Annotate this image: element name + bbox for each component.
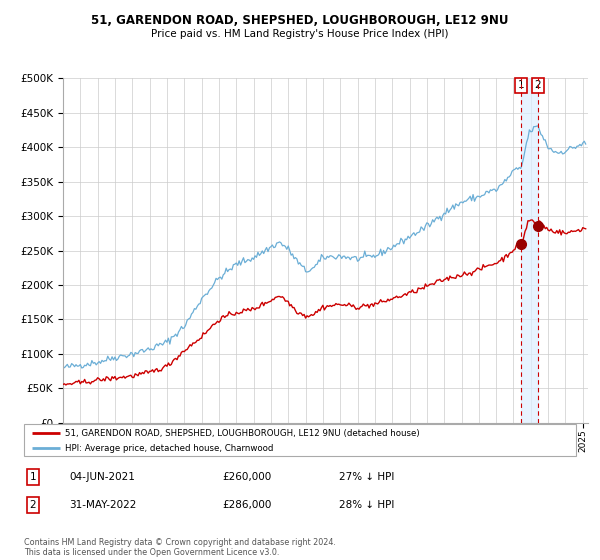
Text: 2: 2 <box>535 81 541 91</box>
Text: 51, GARENDON ROAD, SHEPSHED, LOUGHBOROUGH, LE12 9NU: 51, GARENDON ROAD, SHEPSHED, LOUGHBOROUG… <box>91 14 509 27</box>
Text: Contains HM Land Registry data © Crown copyright and database right 2024.
This d: Contains HM Land Registry data © Crown c… <box>24 538 336 557</box>
Text: 1: 1 <box>29 472 37 482</box>
Text: 2: 2 <box>29 500 37 510</box>
Text: 1: 1 <box>517 81 524 91</box>
FancyBboxPatch shape <box>24 424 576 456</box>
Text: £260,000: £260,000 <box>222 472 271 482</box>
Text: 28% ↓ HPI: 28% ↓ HPI <box>339 500 394 510</box>
Text: £286,000: £286,000 <box>222 500 271 510</box>
Text: 04-JUN-2021: 04-JUN-2021 <box>69 472 135 482</box>
Text: 31-MAY-2022: 31-MAY-2022 <box>69 500 136 510</box>
Text: 27% ↓ HPI: 27% ↓ HPI <box>339 472 394 482</box>
Text: Price paid vs. HM Land Registry's House Price Index (HPI): Price paid vs. HM Land Registry's House … <box>151 29 449 39</box>
Text: HPI: Average price, detached house, Charnwood: HPI: Average price, detached house, Char… <box>65 444 274 453</box>
Bar <box>521 78 538 423</box>
Text: 51, GARENDON ROAD, SHEPSHED, LOUGHBOROUGH, LE12 9NU (detached house): 51, GARENDON ROAD, SHEPSHED, LOUGHBOROUG… <box>65 428 420 437</box>
